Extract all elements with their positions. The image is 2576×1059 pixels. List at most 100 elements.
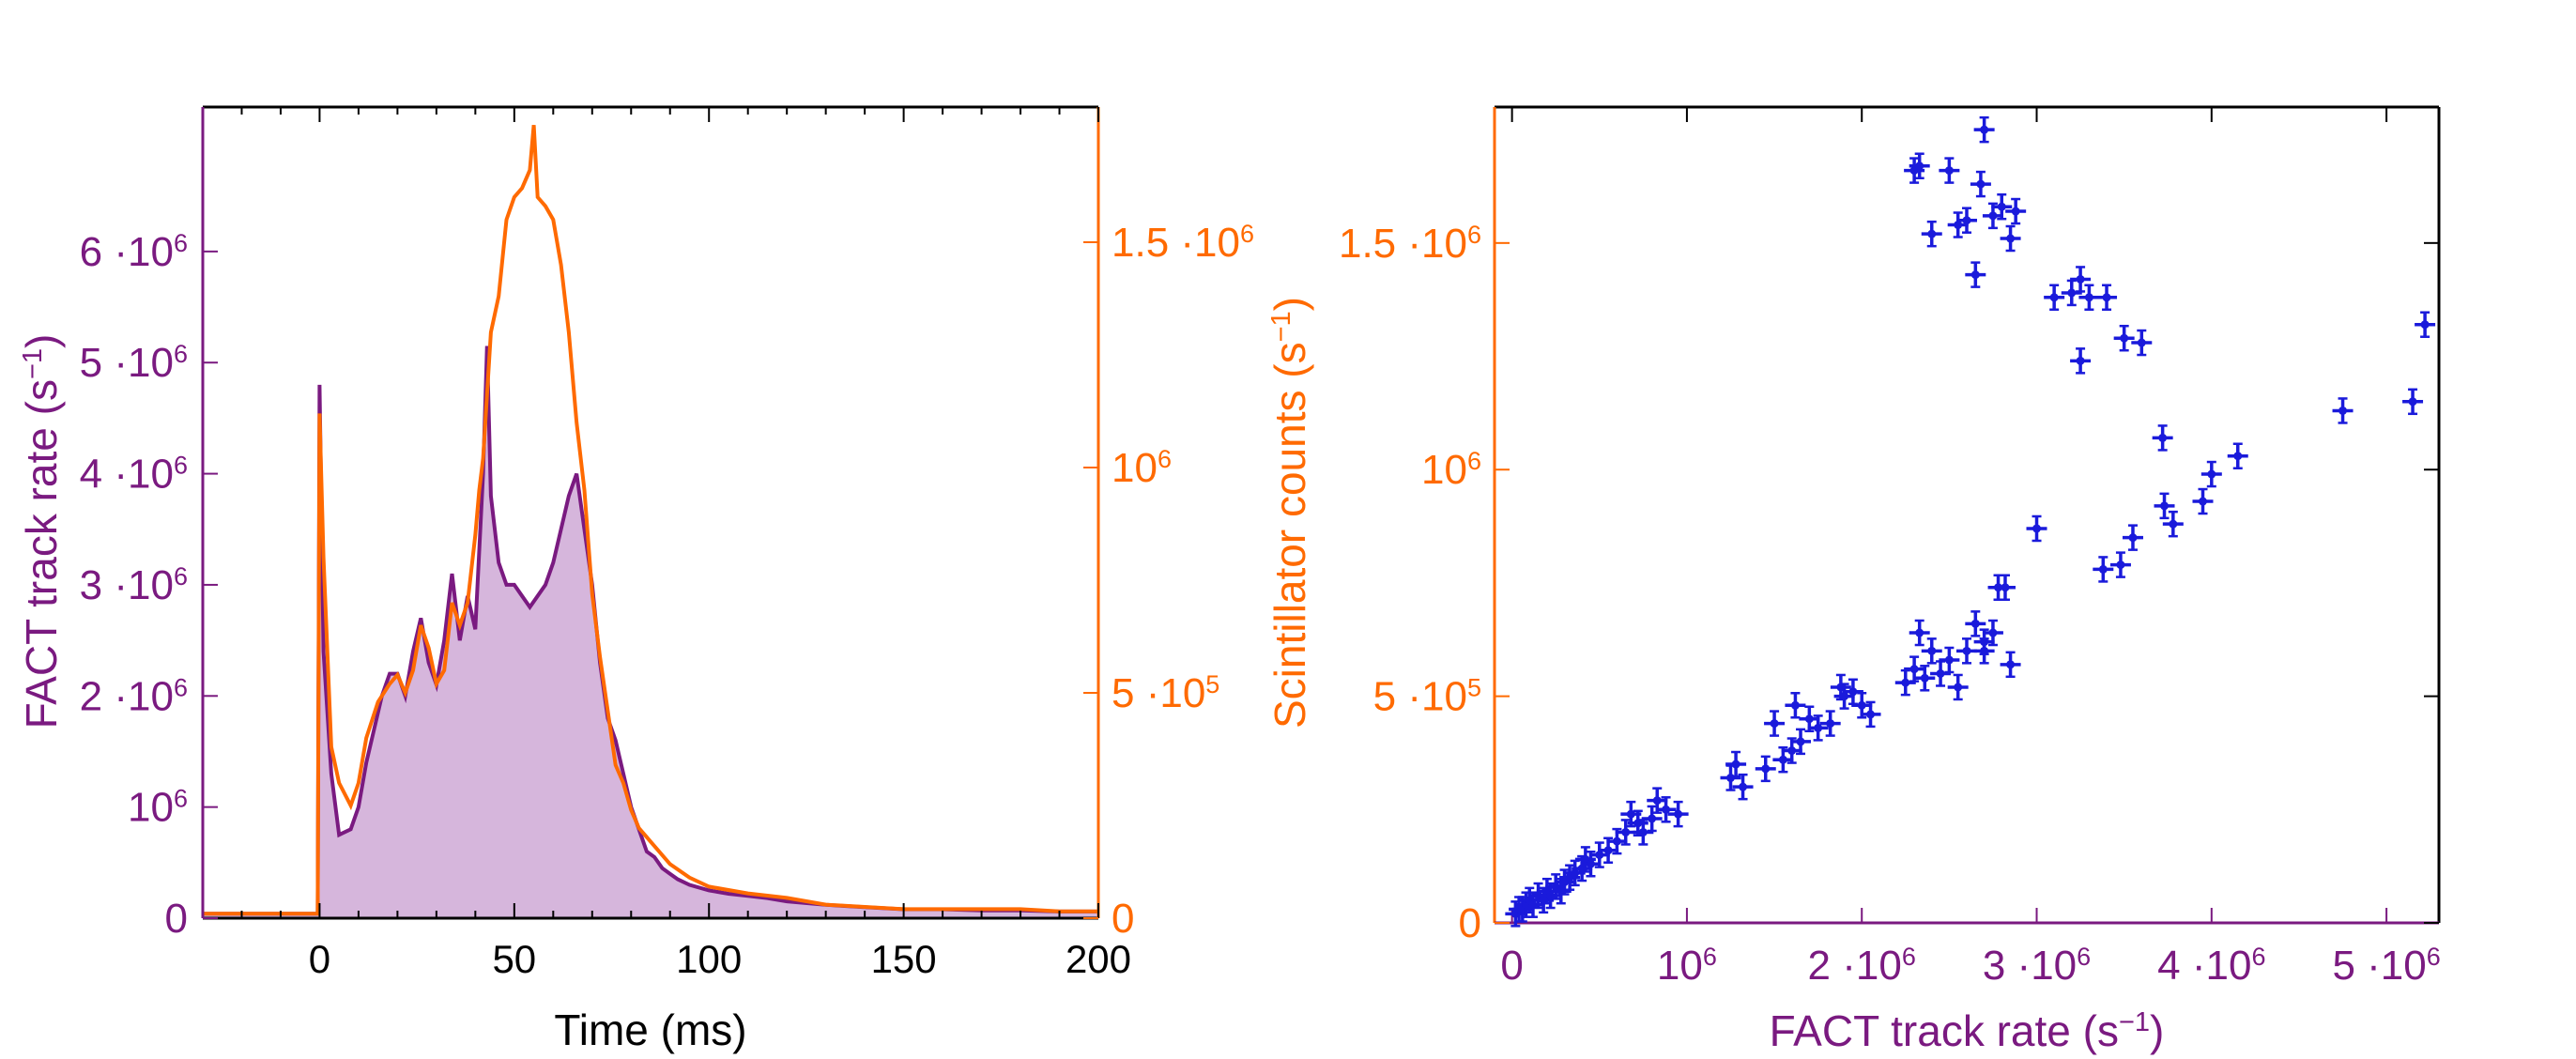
scatter-point: [1574, 846, 1596, 873]
point-marker: [1909, 665, 1919, 674]
y-left-tick-label: 4 ·106: [80, 452, 188, 498]
scatter-point: [1921, 220, 1942, 248]
scatter-point: [2000, 651, 2021, 679]
point-marker: [2098, 564, 2108, 574]
y-tick-label: 106: [1421, 447, 1481, 493]
point-marker: [1790, 700, 1800, 710]
point-marker: [1731, 760, 1740, 769]
scatter-point: [1909, 152, 1930, 180]
right-panel-scatter: 0 106 2 ·106 3 ·106 4 ·106 5 ·106 0 5 ·105 106 1.…: [1339, 105, 2441, 1055]
point-marker: [2102, 293, 2111, 302]
scatter-point: [2096, 284, 2118, 312]
scatter-point: [1819, 710, 1841, 737]
scatter-point: [1921, 637, 1942, 665]
point-marker: [2137, 338, 2146, 347]
x-tick-label: 3 ·106: [1983, 943, 2091, 989]
scatter-point: [1991, 192, 2013, 221]
scatter-point: [1947, 673, 1969, 701]
y-right-tick-label: 5 ·105: [1112, 670, 1219, 716]
point-marker: [1970, 619, 1980, 628]
point-marker: [1901, 678, 1910, 687]
point-marker: [2006, 234, 2016, 243]
scatter-point: [2122, 524, 2143, 551]
scatter-point: [2109, 551, 2131, 578]
scatter-point: [1545, 873, 1567, 900]
scatter-point: [2332, 397, 2354, 424]
point-marker: [1915, 161, 1924, 171]
scatter-point: [1965, 261, 1986, 288]
scatter-point: [1785, 692, 1806, 719]
scatter-point: [1655, 796, 1677, 823]
scatter-point: [2415, 311, 2436, 338]
y-left-tick-label: 2 ·106: [80, 673, 188, 719]
x-tick-label: 50: [492, 937, 536, 981]
y-left-tick-label: 6 ·106: [80, 229, 188, 275]
y-left-axis-label: FACT track rate (s−1): [17, 334, 66, 729]
point-marker: [2169, 519, 2178, 529]
x-tick-label: 106: [1657, 943, 1717, 989]
scatter-point: [1904, 655, 1925, 683]
point-marker: [1848, 687, 1858, 697]
y-right-tick-label: 1.5 ·106: [1112, 220, 1254, 266]
scatter-point: [1588, 841, 1610, 868]
point-marker: [1866, 710, 1876, 719]
point-marker: [1980, 646, 1989, 655]
point-marker: [1770, 719, 1779, 729]
point-marker: [1652, 796, 1662, 806]
point-marker: [1571, 868, 1580, 878]
point-marker: [2338, 406, 2348, 415]
scatter-point: [1909, 619, 1930, 647]
y-left-tick-label: 5 ·106: [80, 340, 188, 386]
scatter-point: [1615, 819, 1636, 846]
point-marker: [1626, 809, 1635, 819]
point-marker: [2158, 433, 2168, 442]
scatter-point: [1947, 211, 1969, 238]
point-marker: [1857, 700, 1866, 710]
point-marker: [1980, 125, 1989, 134]
y-right-tick-label: 106: [1112, 445, 1172, 491]
y-tick-label: 1.5 ·106: [1339, 221, 1481, 267]
scatter-point: [1973, 637, 1995, 665]
x-tick-label: 150: [871, 937, 937, 981]
point-marker: [2199, 497, 2207, 506]
scatter-point: [1633, 819, 1654, 846]
point-marker: [2408, 397, 2417, 407]
point-marker: [2120, 333, 2129, 343]
scatter-point: [1620, 800, 1642, 828]
scatter-point: [1772, 745, 1794, 774]
point-marker: [1595, 851, 1604, 860]
point-marker: [1787, 746, 1797, 756]
scatter-point: [2131, 329, 2153, 357]
scatter-point: [2070, 347, 2092, 375]
point-marker: [1648, 814, 1657, 823]
point-marker: [2076, 356, 2085, 365]
scatter-point: [1580, 850, 1602, 878]
scatter-point: [2192, 487, 2214, 515]
x-tick-label: 100: [676, 937, 742, 981]
point-marker: [2207, 469, 2216, 479]
scatter-point: [2227, 442, 2248, 469]
point-marker: [2420, 320, 2430, 330]
point-marker: [1739, 782, 1748, 791]
scatter-point: [1833, 683, 1855, 710]
point-marker: [1674, 809, 1683, 819]
scatter-point: [2070, 266, 2092, 293]
point-marker: [1915, 628, 1924, 637]
scatter-point: [2402, 388, 2424, 416]
scatter-point: [1764, 710, 1786, 737]
scatter-point: [2026, 514, 2047, 543]
point-marker: [1997, 202, 2006, 211]
scatter-point: [2000, 224, 2021, 253]
point-marker: [1804, 714, 1814, 724]
point-marker: [1840, 692, 1849, 701]
x-tick-label: 200: [1066, 937, 1131, 981]
x-tick-label: 0: [1500, 943, 1523, 989]
scatter-point: [1732, 773, 1754, 801]
scatter-point: [1755, 755, 1776, 783]
point-marker: [1920, 673, 1929, 683]
point-marker: [1778, 755, 1787, 764]
scatter-point: [1842, 678, 1863, 706]
scatter-point: [2152, 424, 2173, 452]
scatter-point: [2113, 324, 2135, 352]
